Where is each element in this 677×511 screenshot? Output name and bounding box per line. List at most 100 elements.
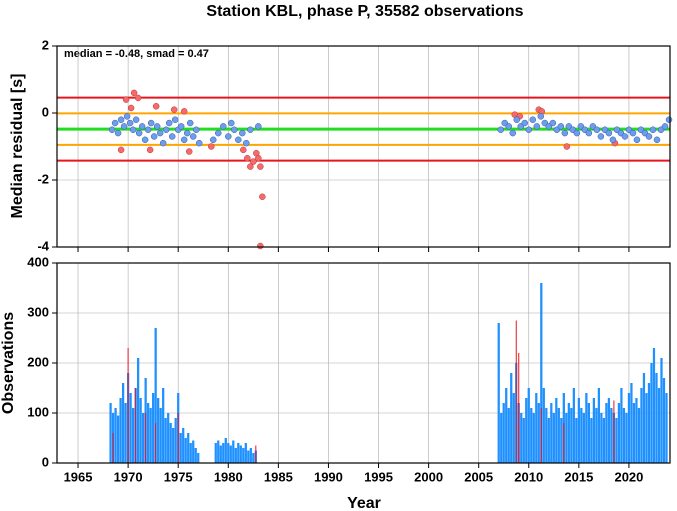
- bar: [497, 323, 500, 463]
- data-point: [235, 136, 242, 144]
- bar: [252, 453, 255, 463]
- bar: [135, 388, 137, 463]
- data-point: [243, 139, 250, 147]
- bar: [613, 400, 615, 463]
- bar: [607, 398, 611, 463]
- data-point: [573, 129, 581, 137]
- data-point: [159, 139, 167, 147]
- bar: [124, 403, 127, 463]
- data-point: [141, 136, 149, 144]
- data-point: [126, 119, 134, 127]
- bar: [615, 418, 618, 463]
- data-point: [549, 119, 557, 127]
- bar: [520, 413, 523, 463]
- bar: [547, 418, 550, 463]
- bar: [572, 388, 575, 463]
- data-point: [123, 113, 131, 120]
- bar: [229, 445, 232, 463]
- data-point: [117, 116, 125, 123]
- bar: [217, 440, 220, 463]
- bar: [237, 443, 240, 463]
- bar: [145, 413, 147, 463]
- data-point: [185, 148, 193, 155]
- x-tick-label: 1995: [364, 469, 393, 484]
- data-point: [244, 154, 251, 162]
- data-point: [649, 126, 657, 133]
- bar: [162, 388, 165, 463]
- bar: [192, 440, 195, 463]
- bar: [610, 408, 613, 463]
- bar: [530, 408, 533, 463]
- bar: [152, 393, 155, 463]
- x-tick-label: 2005: [464, 469, 493, 484]
- bar: [167, 413, 170, 463]
- bar: [500, 413, 503, 463]
- data-point: [633, 136, 641, 144]
- bar: [139, 398, 142, 463]
- bar: [550, 403, 553, 463]
- data-point: [180, 136, 188, 144]
- bar: [565, 413, 568, 463]
- bar: [164, 418, 167, 463]
- data-point: [147, 119, 155, 127]
- annotation: median = -0.48, smad = 0.47: [64, 48, 209, 60]
- bar: [182, 428, 185, 463]
- data-point: [513, 116, 520, 123]
- data-point: [183, 129, 191, 137]
- data-point: [609, 136, 617, 144]
- bar: [131, 408, 135, 463]
- bar: [518, 353, 520, 463]
- data-point: [134, 94, 142, 102]
- bar: [502, 403, 505, 463]
- bar: [172, 428, 175, 463]
- bar: [592, 398, 596, 463]
- plot-frame: [56, 262, 671, 464]
- bar: [665, 393, 668, 463]
- bar: [537, 403, 540, 463]
- data-point: [135, 129, 143, 137]
- data-point: [215, 129, 222, 137]
- bar: [605, 403, 608, 463]
- bar: [657, 388, 661, 463]
- x-tick-label: 1990: [314, 469, 343, 484]
- y-axis-label: Median residual [s]: [9, 74, 26, 219]
- bar: [507, 408, 510, 463]
- bar: [177, 413, 179, 463]
- bar: [632, 403, 636, 463]
- data-point: [156, 129, 164, 137]
- data-point: [168, 133, 176, 140]
- data-point: [521, 119, 529, 127]
- x-tick-label: 1965: [64, 469, 93, 484]
- data-point: [231, 126, 238, 133]
- bar: [590, 418, 593, 463]
- data-point: [150, 133, 158, 140]
- data-point: [665, 116, 673, 123]
- bar: [116, 415, 120, 463]
- bar: [109, 403, 112, 463]
- data-point: [162, 126, 170, 133]
- bar: [552, 413, 555, 463]
- bar: [249, 448, 252, 463]
- data-point: [259, 193, 266, 200]
- data-point: [257, 242, 264, 250]
- data-point: [120, 123, 128, 130]
- chart-title: Station KBL, phase P, 35582 observations: [206, 3, 523, 20]
- bar: [637, 408, 641, 463]
- bar: [127, 348, 129, 463]
- bar: [244, 443, 247, 463]
- data-point: [144, 126, 152, 133]
- bar: [505, 388, 508, 463]
- data-point: [117, 146, 125, 154]
- plot-frame: [56, 45, 671, 248]
- data-point: [208, 143, 215, 150]
- bar: [149, 408, 152, 463]
- data-point: [122, 96, 130, 103]
- data-point: [509, 129, 516, 137]
- data-point: [255, 154, 262, 162]
- data-point: [247, 126, 254, 133]
- bar: [239, 445, 242, 463]
- x-tick-label: 1980: [214, 469, 243, 484]
- bar: [114, 408, 117, 463]
- data-point: [108, 126, 116, 133]
